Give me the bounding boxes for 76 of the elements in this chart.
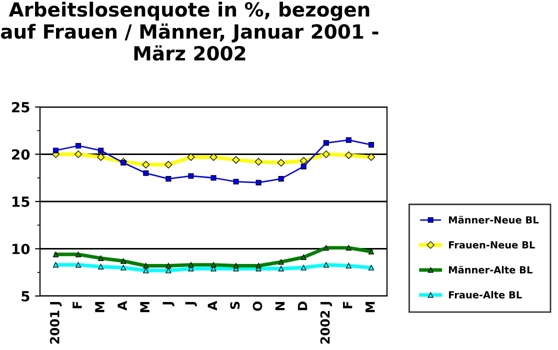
x-tick-label: A [208, 300, 217, 310]
legend-label: Männer-Neue BL [448, 216, 539, 224]
x-tick-label: F [72, 302, 82, 308]
point [120, 258, 126, 264]
line-series [52, 245, 374, 269]
point [166, 176, 172, 182]
point [278, 176, 284, 182]
point [98, 255, 104, 261]
point [323, 140, 329, 146]
point [277, 158, 285, 167]
point [120, 264, 126, 270]
point [52, 252, 59, 258]
y-tick-label: 25 [12, 102, 30, 112]
x-tick-label: F [343, 302, 352, 308]
point [188, 262, 194, 268]
x-tick-label: 2002 J [320, 302, 332, 344]
point [346, 245, 352, 251]
x-tick-label: M [95, 302, 104, 312]
point [164, 160, 172, 168]
legend-label: Fraue-Alte BL [448, 290, 522, 298]
y-tick-label: 15 [12, 196, 30, 207]
chart-title: Arbeitslosenquote in %, bezogen auf Frauen / Männer, Januar 2001 - März 2002 [0, 2, 378, 61]
point [300, 264, 306, 270]
point [52, 148, 59, 154]
point [368, 142, 374, 148]
x-tick-label: M [366, 302, 375, 312]
point [278, 259, 284, 265]
point [368, 264, 374, 270]
point [256, 262, 262, 269]
point [210, 175, 216, 181]
point [232, 156, 240, 164]
point [98, 264, 104, 270]
point [98, 148, 104, 154]
point [52, 262, 59, 268]
point [346, 137, 352, 143]
point [97, 153, 105, 161]
x-tick-label: J [185, 302, 197, 306]
x-tick-label: N [275, 302, 285, 310]
point [300, 254, 306, 260]
point [187, 153, 195, 161]
point [210, 262, 216, 268]
point [344, 151, 352, 159]
x-tick-label: A [118, 300, 127, 310]
point [256, 180, 262, 186]
point [76, 252, 82, 258]
point [143, 262, 149, 269]
point [367, 153, 376, 161]
point [142, 160, 150, 168]
y-tick-label: 20 [12, 149, 30, 160]
point [74, 150, 82, 158]
legend-label: Männer-Alte BL [448, 266, 532, 274]
point [254, 158, 262, 166]
x-tick-label: 2001 J [50, 302, 62, 344]
point [322, 150, 330, 158]
point [210, 153, 218, 161]
x-tick-label: J [162, 302, 174, 306]
legend-label: Frauen-Neue BL [448, 241, 535, 249]
point [300, 164, 306, 170]
point [300, 157, 308, 165]
point [323, 245, 329, 251]
point [323, 262, 329, 268]
point [76, 142, 82, 149]
point [166, 262, 172, 269]
x-tick-label: O [252, 301, 262, 311]
point [233, 262, 239, 269]
y-tick-label: 10 [12, 244, 30, 254]
x-tick-label: D [298, 302, 308, 310]
x-tick-label: S [230, 302, 240, 309]
point [143, 170, 149, 176]
x-tick-label: M [140, 302, 150, 312]
point [233, 178, 239, 184]
y-tick-label: 5 [22, 291, 30, 302]
point [278, 266, 284, 272]
point [76, 262, 82, 268]
point [346, 262, 352, 269]
point [188, 173, 194, 179]
